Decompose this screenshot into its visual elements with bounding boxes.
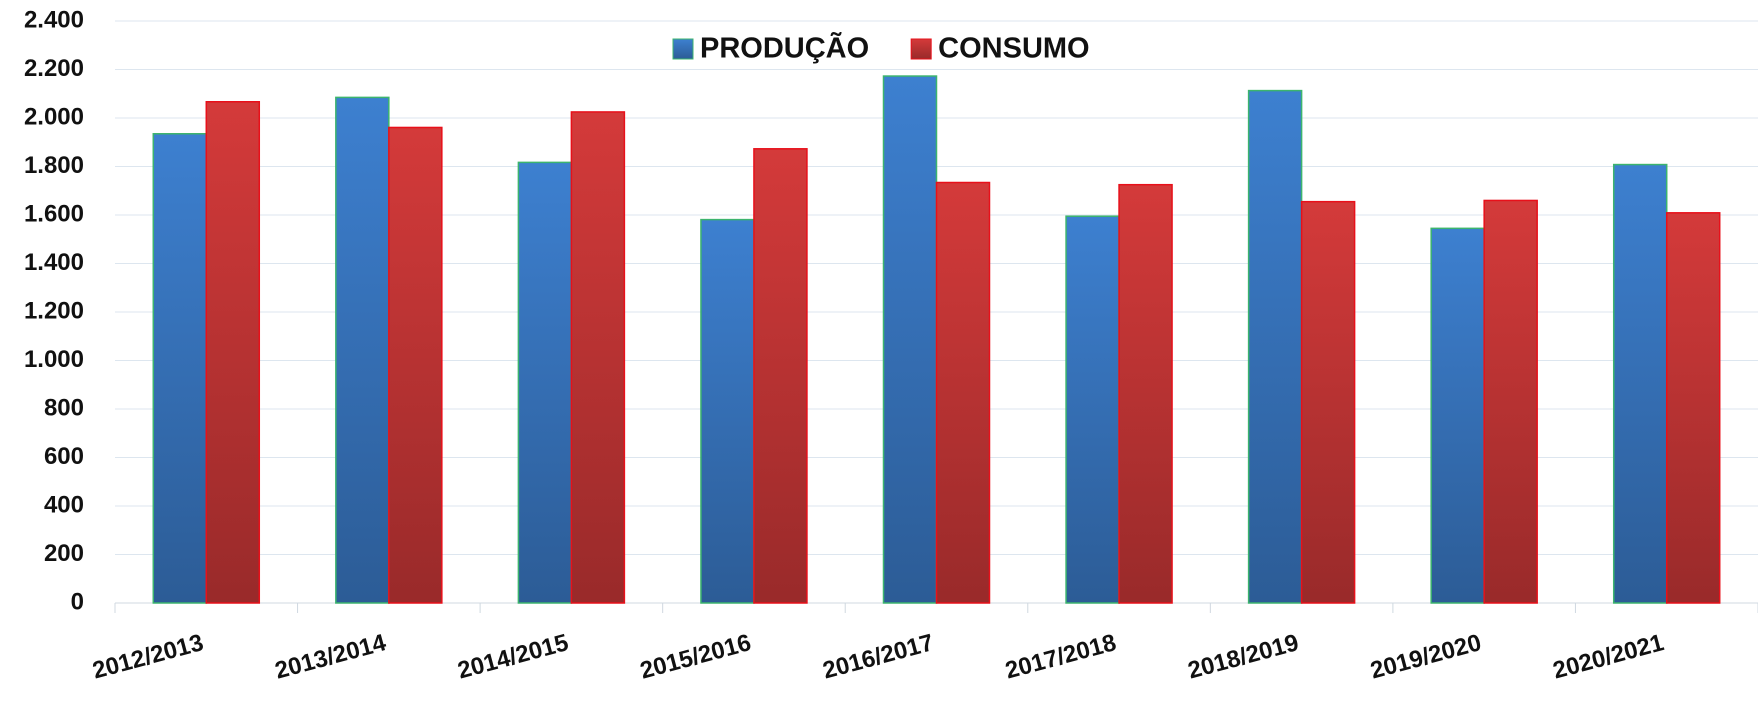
legend-label: CONSUMO bbox=[938, 33, 1089, 65]
x-tick-label: 2012/2013 bbox=[90, 629, 207, 684]
y-tick-label: 2.000 bbox=[24, 103, 84, 130]
x-tick-label: 2013/2014 bbox=[272, 629, 389, 685]
y-tick-label: 800 bbox=[44, 394, 84, 421]
x-tick-label: 2020/2021 bbox=[1550, 629, 1667, 684]
bar bbox=[1483, 199, 1538, 604]
y-tick-label: 1.400 bbox=[24, 249, 84, 276]
y-tick-label: 1.600 bbox=[24, 200, 84, 227]
y-tick-label: 1.000 bbox=[24, 346, 84, 373]
bar bbox=[1612, 163, 1668, 604]
y-tick-label: 2.400 bbox=[24, 6, 84, 33]
legend-label: PRODUÇÃO bbox=[700, 31, 869, 65]
y-tick-label: 1.800 bbox=[24, 152, 84, 179]
bar bbox=[1247, 89, 1303, 604]
bar bbox=[152, 133, 208, 604]
legend-swatch bbox=[672, 38, 694, 60]
x-tick-label: 2019/2020 bbox=[1368, 629, 1485, 684]
x-tick-label: 2016/2017 bbox=[820, 629, 937, 684]
bar bbox=[700, 218, 755, 604]
y-tick-label: 200 bbox=[44, 540, 84, 567]
y-tick-label: 0 bbox=[71, 588, 84, 615]
bar bbox=[570, 111, 626, 604]
bar bbox=[388, 126, 443, 604]
bar bbox=[1118, 183, 1173, 604]
bar bbox=[517, 161, 573, 604]
x-tick-label: 2015/2016 bbox=[637, 629, 754, 684]
x-tick-label: 2017/2018 bbox=[1002, 629, 1119, 684]
bar bbox=[882, 75, 938, 604]
bar bbox=[335, 96, 390, 604]
bar bbox=[1300, 200, 1356, 604]
legend-swatch bbox=[910, 38, 932, 60]
bar bbox=[1665, 212, 1721, 604]
bar bbox=[753, 148, 808, 604]
y-tick-label: 600 bbox=[44, 443, 84, 470]
bar bbox=[935, 181, 991, 604]
y-tick-label: 2.200 bbox=[24, 55, 84, 82]
bar bbox=[205, 101, 261, 604]
x-tick-label: 2018/2019 bbox=[1185, 629, 1302, 684]
x-tick-label: 2014/2015 bbox=[455, 629, 572, 684]
bar bbox=[1430, 227, 1485, 604]
y-tick-label: 1.200 bbox=[24, 297, 84, 324]
bar bbox=[1065, 215, 1120, 604]
y-tick-label: 400 bbox=[44, 491, 84, 518]
